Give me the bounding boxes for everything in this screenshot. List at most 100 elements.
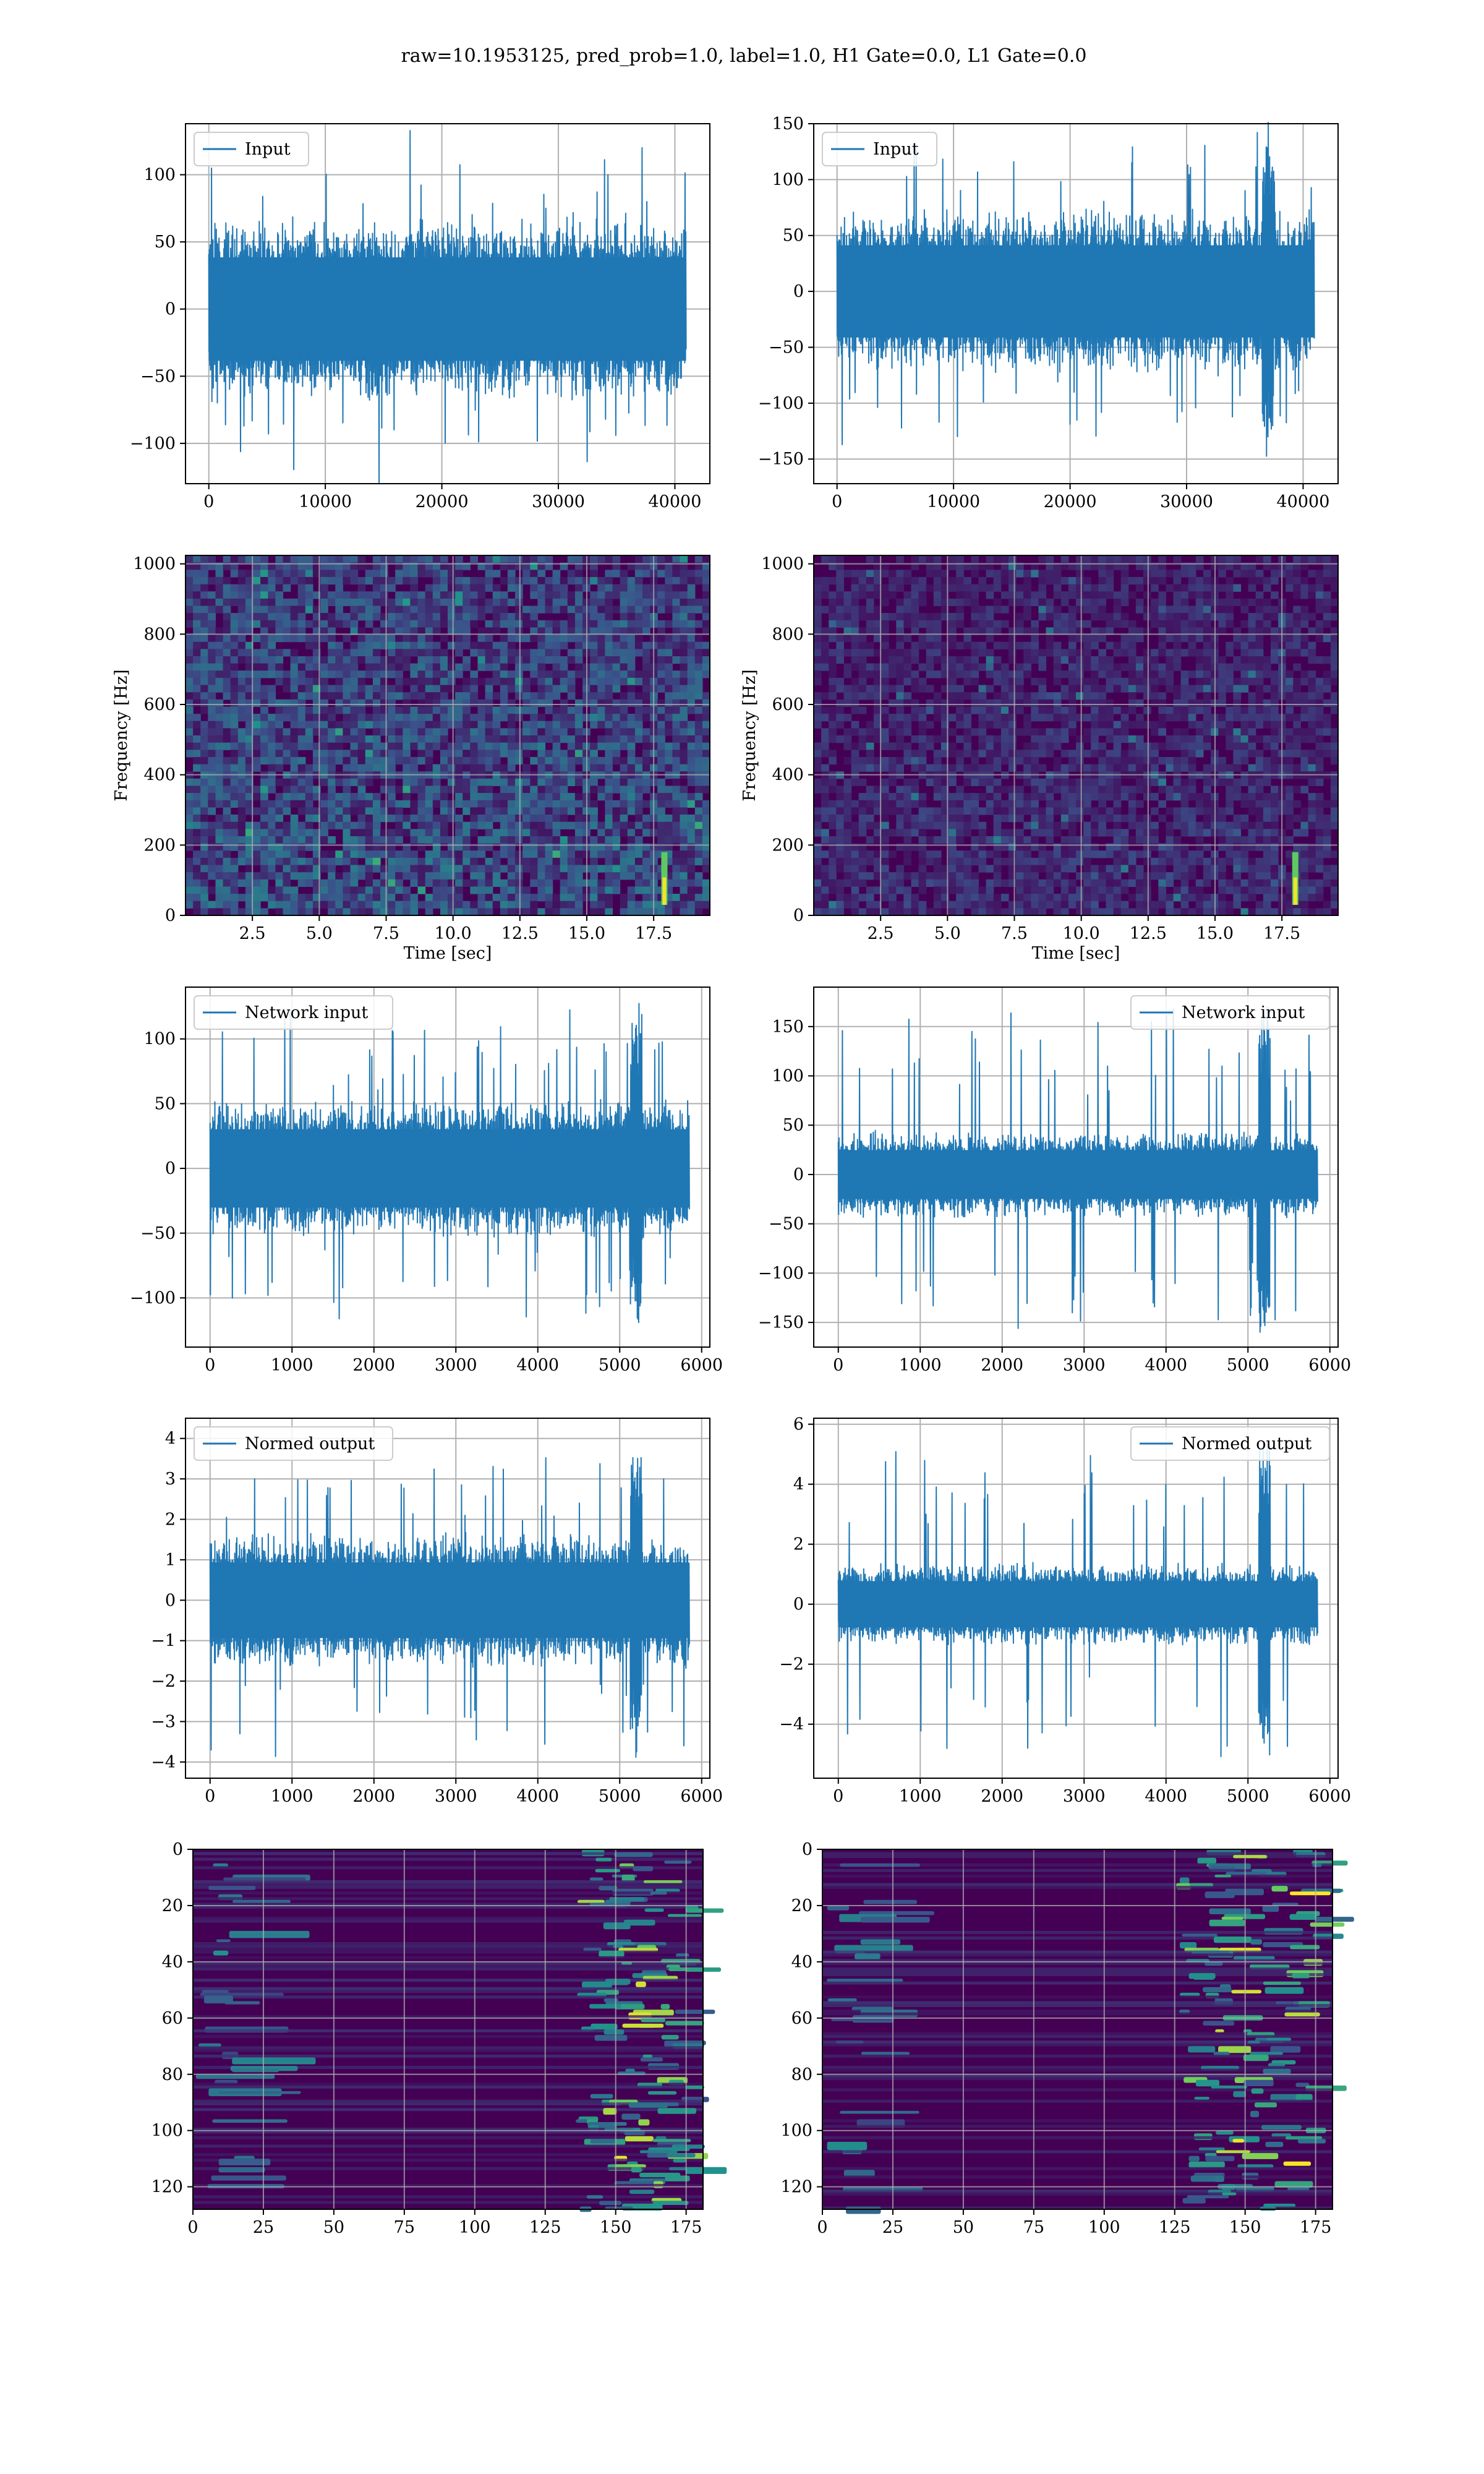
spectrogram-cell [193, 836, 201, 844]
spectrogram-cell [537, 598, 546, 606]
spectrogram-cell [237, 793, 246, 801]
spectrogram-cell [680, 576, 688, 585]
spectrogram-cell [388, 778, 396, 786]
spectrogram-cell [574, 613, 583, 621]
spectrogram-cell [567, 692, 576, 700]
spectrogram-cell [290, 699, 299, 707]
spectrogram-cell [851, 850, 859, 858]
spectrogram-cell [1106, 735, 1114, 743]
spectrogram-cell [1098, 894, 1106, 902]
spectrogram-cell [463, 562, 471, 570]
spectrogram-cell [911, 894, 919, 902]
spectrogram-cell [335, 721, 343, 729]
spectrogram-cell [858, 807, 867, 815]
spectrogram-cell [388, 656, 396, 664]
spectrogram-cell [567, 714, 576, 722]
spectrogram-cell [1120, 850, 1129, 858]
spectrogram-cell [620, 584, 628, 592]
spectrogram-cell [485, 699, 493, 707]
spectrogram-cell [694, 800, 703, 808]
spectrogram-cell [1031, 627, 1039, 635]
spectrogram-cell [702, 735, 710, 743]
spectrogram-cell [949, 901, 957, 909]
spectrogram-cell [956, 750, 964, 758]
spectrogram-cell [836, 635, 844, 643]
spectrogram-cell [530, 570, 538, 578]
spectrogram-cell [470, 872, 478, 880]
spectrogram-cell [545, 857, 553, 866]
spectrogram-cell [485, 894, 493, 902]
spectrogram-cell [978, 685, 987, 693]
spectrogram-cell [881, 627, 889, 635]
spectrogram-cell [1016, 879, 1024, 887]
spectrogram-cell [1009, 879, 1017, 887]
spectrogram-cell [1151, 677, 1159, 686]
spectrogram-cell [500, 901, 508, 909]
spectrogram-cell [328, 886, 336, 894]
spectrogram-cell [297, 606, 306, 614]
spectrogram-cell [245, 656, 254, 664]
spectrogram-cell [537, 850, 546, 858]
spectrogram-cell [477, 735, 486, 743]
spectrogram-cell [537, 685, 546, 693]
spectrogram-cell [986, 908, 994, 916]
spectrogram-cell [836, 901, 844, 909]
spectrogram-cell [971, 793, 979, 801]
spectrogram-cell [432, 576, 441, 585]
spectrogram-cell [634, 829, 643, 837]
spectrogram-cell [873, 865, 882, 873]
spectrogram-cell [193, 606, 201, 614]
spectrogram-cell [223, 865, 231, 873]
spectrogram-cell [1106, 886, 1114, 894]
spectrogram-cell [208, 886, 216, 894]
spectrogram-cell [537, 627, 546, 635]
spectrogram-cell [1000, 815, 1009, 823]
spectrogram-cell [305, 656, 313, 664]
spectrogram-cell [410, 894, 419, 902]
spectrogram-cell [372, 800, 381, 808]
spectrogram-cell [933, 836, 942, 844]
spectrogram-cell [1098, 879, 1106, 887]
spectrogram-cell [245, 785, 254, 794]
spectrogram-cell [492, 829, 501, 837]
spectrogram-cell [993, 656, 1002, 664]
spectrogram-cell [1076, 836, 1084, 844]
spectrogram-cell [328, 735, 336, 743]
spectrogram-cell [911, 641, 919, 649]
spectrogram-cell [320, 728, 328, 736]
spectrogram-cell [417, 649, 426, 657]
spectrogram-cell [395, 606, 403, 614]
spectrogram-cell [918, 714, 927, 722]
spectrogram-cell [829, 850, 837, 858]
spectrogram-cell [866, 857, 874, 866]
spectrogram-cell [395, 879, 403, 887]
spectrogram-cell [448, 721, 456, 729]
spectrogram-cell [1120, 857, 1129, 866]
spectrogram-cell [455, 714, 463, 722]
spectrogram-cell [186, 735, 194, 743]
spectrogram-cell [208, 901, 216, 909]
spectrogram-cell [1076, 670, 1084, 678]
spectrogram-cell [911, 677, 919, 686]
spectrogram-cell [492, 706, 501, 714]
spectrogram-cell [971, 901, 979, 909]
spectrogram-cell [500, 821, 508, 829]
spectrogram-cell [395, 692, 403, 700]
spectrogram-cell [290, 620, 299, 628]
spectrogram-cell [1128, 764, 1136, 772]
spectrogram-cell [193, 692, 201, 700]
spectrogram-cell [657, 627, 665, 635]
spectrogram-cell [328, 627, 336, 635]
spectrogram-cell [933, 598, 942, 606]
spectrogram-cell [889, 742, 897, 750]
spectrogram-cell [1091, 764, 1099, 772]
spectrogram-cell [620, 598, 628, 606]
spectrogram-cell [821, 829, 829, 837]
spectrogram-cell [574, 807, 583, 815]
spectrogram-cell [1143, 706, 1151, 714]
x-tick-label: 7.5 [373, 924, 399, 943]
spectrogram-cell [918, 641, 927, 649]
spectrogram-cell [448, 778, 456, 786]
spectrogram-cell [858, 793, 867, 801]
spectrogram-cell [1128, 649, 1136, 657]
